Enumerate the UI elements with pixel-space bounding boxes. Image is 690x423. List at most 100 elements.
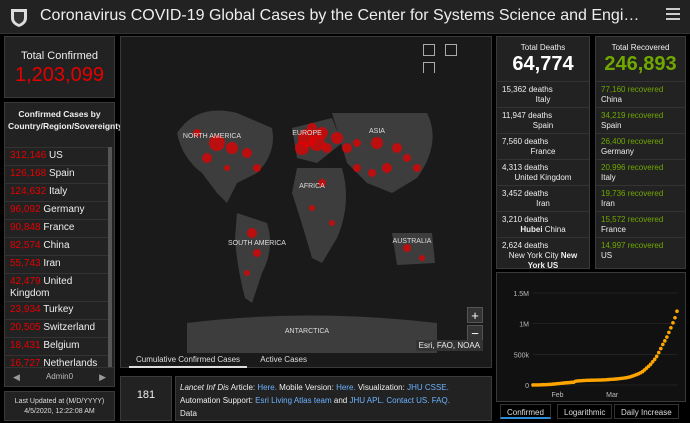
deaths-row[interactable]: 2,624 deaths New York City New York US	[497, 237, 589, 270]
row-region: Hubei	[520, 225, 543, 234]
case-bubble[interactable]	[353, 139, 361, 147]
deaths-row[interactable]: 3,452 deaths Iran	[497, 185, 589, 211]
case-bubble[interactable]	[253, 164, 261, 172]
list-icon[interactable]	[445, 44, 458, 56]
esri-team-link[interactable]: Esri Living Atlas team	[255, 396, 332, 405]
y-tick-label: 500k	[514, 352, 530, 359]
case-bubble[interactable]	[253, 249, 261, 257]
case-bubble[interactable]	[368, 169, 376, 177]
deaths-row[interactable]: 4,313 deaths United Kingdom	[497, 159, 589, 185]
country-row[interactable]: 18,431 Belgium	[5, 337, 109, 355]
case-bubble[interactable]	[403, 154, 411, 162]
north-america-landmass	[177, 110, 273, 203]
case-bubble[interactable]	[202, 153, 212, 163]
row-count: 7,560 deaths	[502, 137, 549, 146]
country-row[interactable]: 55,743 Iran	[5, 255, 109, 273]
case-bubble[interactable]	[247, 228, 257, 238]
case-bubble[interactable]	[392, 143, 402, 153]
chart-point	[658, 346, 663, 351]
case-bubble[interactable]	[309, 205, 315, 211]
row-count: 19,736 recovered	[601, 189, 664, 198]
case-bubble[interactable]	[413, 164, 421, 172]
row-country: United Kingdom	[514, 173, 572, 182]
chart-point	[654, 354, 659, 359]
case-bubble[interactable]	[329, 220, 335, 226]
country-cases: 23,934	[10, 304, 41, 315]
world-map[interactable]: NORTH AMERICA SOUTH AMERICA EUROPE ASIA AFRI…	[157, 73, 457, 353]
world-map-panel[interactable]: NORTH AMERICA SOUTH AMERICA EUROPE ASIA AFRI…	[120, 36, 492, 368]
tab-daily-increase[interactable]: Daily Increase	[614, 404, 679, 419]
case-bubble[interactable]	[322, 143, 332, 153]
row-count: 34,219 recovered	[601, 111, 664, 120]
contact-link[interactable]: Contact US.	[386, 396, 430, 405]
row-country: China	[544, 225, 566, 234]
tab-active-cases[interactable]: Active Cases	[260, 355, 307, 364]
recovered-row[interactable]: 20,996 recovered Italy	[596, 159, 685, 185]
country-row[interactable]: 90,848 France	[5, 219, 109, 237]
jhu-csse-link[interactable]: JHU CSSE.	[407, 383, 449, 392]
map-label: EUROPE	[292, 130, 322, 137]
case-bubble[interactable]	[193, 129, 201, 137]
case-bubble[interactable]	[226, 142, 238, 154]
next-arrow-icon[interactable]: ▶	[99, 372, 106, 382]
case-bubble[interactable]	[307, 123, 317, 133]
country-name: Netherlands	[43, 358, 98, 369]
x-tick-label: Mar	[606, 392, 619, 399]
case-bubble[interactable]	[419, 255, 425, 261]
country-row[interactable]: 20,505 Switzerland	[5, 319, 109, 337]
recovered-row[interactable]: 19,736 recovered Iran	[596, 185, 685, 211]
recovered-row[interactable]: 26,400 recovered Germany	[596, 133, 685, 159]
case-bubble[interactable]	[318, 179, 326, 187]
case-bubble[interactable]	[353, 164, 361, 172]
bookmark-icon[interactable]	[423, 44, 435, 56]
faq-link[interactable]: FAQ.	[431, 396, 450, 405]
case-bubble[interactable]	[342, 143, 352, 153]
row-count: 15,362 deaths	[502, 85, 553, 94]
case-bubble[interactable]	[403, 244, 411, 252]
zoom-out-button[interactable]: −	[467, 325, 483, 341]
case-bubble[interactable]	[316, 127, 328, 139]
zoom-in-button[interactable]: +	[467, 307, 483, 323]
country-row[interactable]: 42,479 United Kingdom	[5, 273, 109, 301]
tab-cumulative-confirmed[interactable]: Cumulative Confirmed Cases	[129, 353, 248, 368]
case-bubble[interactable]	[224, 165, 230, 171]
tab-confirmed[interactable]: Confirmed	[500, 404, 551, 419]
article-link[interactable]: Here.	[257, 383, 277, 392]
chart-point	[667, 330, 671, 335]
country-list-scrollbar[interactable]	[108, 147, 112, 367]
mobile-link[interactable]: Here.	[336, 383, 356, 392]
country-row[interactable]: 96,092 Germany	[5, 201, 109, 219]
recovered-row[interactable]: 77,160 recovered China	[596, 81, 685, 107]
deaths-row[interactable]: 11,947 deaths Spain	[497, 107, 589, 133]
recovered-row[interactable]: 34,219 recovered Spain	[596, 107, 685, 133]
case-bubble[interactable]	[331, 132, 343, 144]
case-bubble[interactable]	[209, 135, 225, 151]
map-label: AUSTRALIA	[393, 238, 432, 245]
country-row[interactable]: 312,146 US	[5, 147, 109, 165]
recovered-row[interactable]: 14,997 recovered US	[596, 237, 685, 263]
lancet-text: Lancet Inf Dis	[180, 383, 229, 392]
country-row[interactable]: 124,632 Italy	[5, 183, 109, 201]
case-bubble[interactable]	[244, 270, 250, 276]
menu-icon[interactable]	[666, 8, 680, 22]
prev-arrow-icon[interactable]: ◀	[13, 372, 20, 382]
case-bubble[interactable]	[295, 141, 309, 155]
case-bubble[interactable]	[382, 163, 392, 173]
deaths-row[interactable]: 7,560 deaths France	[497, 133, 589, 159]
chart-point	[648, 362, 653, 367]
country-row[interactable]: 82,574 China	[5, 237, 109, 255]
case-bubble[interactable]	[309, 135, 325, 151]
country-row[interactable]: 126,168 Spain	[5, 165, 109, 183]
country-row[interactable]: 16,727 Netherlands	[5, 355, 109, 373]
tab-logarithmic[interactable]: Logarithmic	[557, 404, 613, 419]
row-count: 20,996 recovered	[601, 163, 664, 172]
case-bubble[interactable]	[242, 148, 252, 158]
case-bubble[interactable]	[371, 137, 383, 149]
last-updated-label: Last Updated at (M/D/YYYY)	[14, 398, 105, 405]
deaths-row[interactable]: 3,210 deaths Hubei China	[497, 211, 589, 237]
country-row[interactable]: 23,934 Turkey	[5, 301, 109, 319]
recovered-row[interactable]: 15,572 recovered France	[596, 211, 685, 237]
row-count: 3,452 deaths	[502, 189, 549, 198]
jhu-apl-link[interactable]: JHU APL.	[349, 396, 385, 405]
deaths-row[interactable]: 15,362 deaths Italy	[497, 81, 589, 107]
